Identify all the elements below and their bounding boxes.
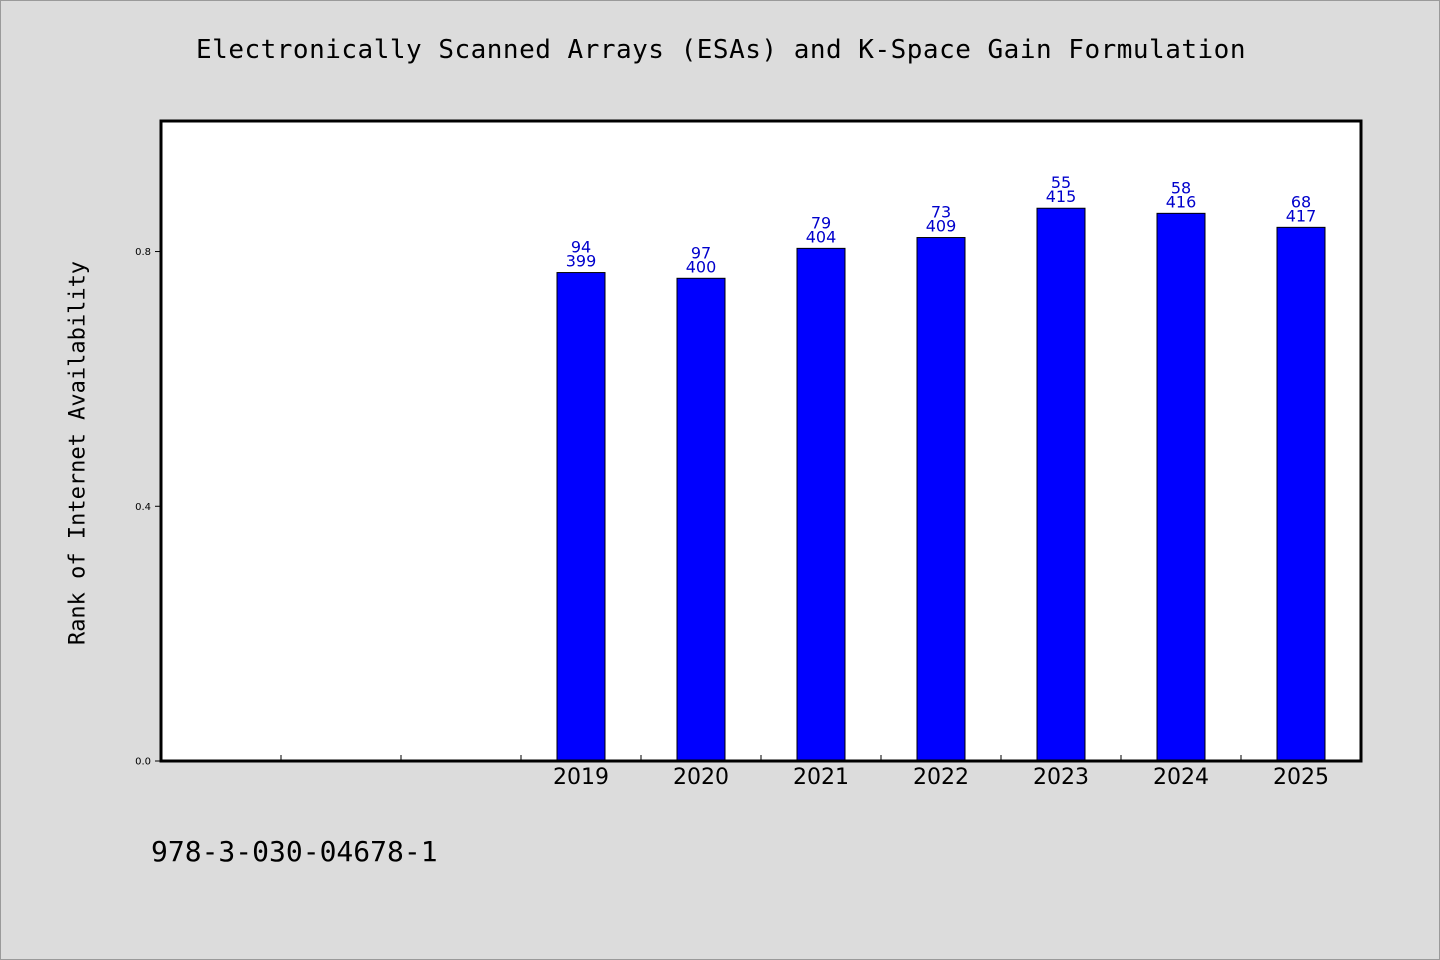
x-tick-label: 2023 — [1033, 765, 1089, 790]
bar — [1156, 212, 1206, 762]
bar-label-bottom: 400 — [686, 257, 717, 276]
bar-label-bottom: 415 — [1046, 187, 1077, 206]
bar-label-bottom: 409 — [926, 217, 957, 236]
y-tick-label: 0.8 — [135, 247, 151, 258]
x-tick-label: 2021 — [793, 765, 849, 790]
bar — [556, 272, 606, 762]
bar — [916, 237, 966, 762]
bar-label-top: 94 — [571, 238, 591, 257]
bar-label-top: 73 — [931, 203, 951, 222]
bar — [1036, 207, 1086, 762]
bar — [1276, 226, 1326, 762]
bar-label-bottom: 416 — [1166, 192, 1197, 211]
x-tick-label: 2024 — [1153, 765, 1209, 790]
x-tick-label: 2020 — [673, 765, 729, 790]
bar-label-top: 55 — [1051, 173, 1071, 192]
plot-frame — [159, 119, 1363, 763]
y-tick-label: 0.0 — [135, 757, 151, 768]
x-tick-label: 2025 — [1273, 765, 1329, 790]
bar — [676, 277, 726, 762]
bar-label-top: 79 — [811, 213, 831, 232]
bar-label-top: 58 — [1171, 178, 1191, 197]
bar-label-bottom: 417 — [1286, 206, 1317, 225]
bar-label-top: 97 — [691, 243, 711, 262]
bar-label-top: 68 — [1291, 192, 1311, 211]
isbn-label: 978-3-030-04678-1 — [151, 835, 438, 868]
chart-title: Electronically Scanned Arrays (ESAs) and… — [196, 35, 1246, 65]
x-tick-label: 2022 — [913, 765, 969, 790]
bar-label-bottom: 404 — [806, 227, 837, 246]
bar-label-bottom: 399 — [566, 252, 597, 271]
y-tick-label: 0.4 — [135, 502, 151, 513]
bar — [796, 247, 846, 762]
x-tick-label: 2019 — [553, 765, 609, 790]
